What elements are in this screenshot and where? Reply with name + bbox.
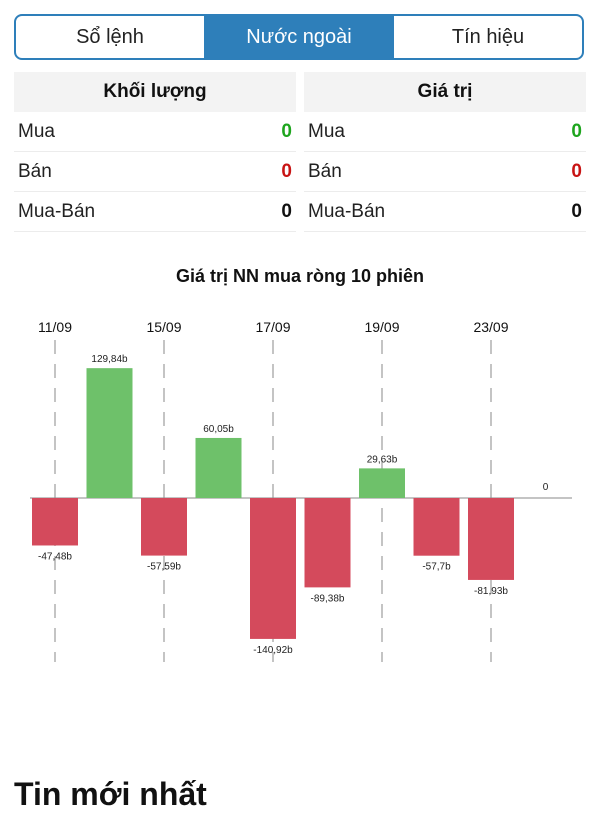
chart-title: Giá trị NN mua ròng 10 phiên [175, 266, 425, 286]
bar-value-label: 0 [543, 482, 549, 493]
volume-table: Khối lượng Mua 0 Bán 0 Mua-Bán 0 [14, 72, 296, 232]
volume-net-row: Mua-Bán 0 [14, 192, 296, 232]
bar [141, 498, 187, 556]
bar-value-label: -47,48b [38, 551, 72, 562]
volume-sell-value: 0 [281, 160, 292, 182]
x-tick-label: 19/09 [364, 319, 399, 335]
value-sell-row: Bán 0 [304, 152, 586, 192]
net-foreign-buy-chart: 11/09 15/09 17/09 19/09 23/09 -47,48b 129,84b -… [30, 319, 572, 662]
bar [304, 498, 351, 588]
bar [195, 437, 242, 498]
volume-buy-value: 0 [281, 120, 292, 142]
bar [32, 498, 78, 546]
value-sell-label: Bán [308, 160, 342, 182]
value-net-row: Mua-Bán 0 [304, 192, 586, 232]
x-tick-label: 23/09 [473, 319, 508, 335]
bar [250, 498, 296, 639]
bar-value-label: -57,7b [422, 562, 451, 573]
bar-value-label: 60,05b [203, 424, 234, 435]
tab-signals[interactable]: Tín hiệu [451, 25, 525, 48]
foreign-trade-tables: Khối lượng Mua 0 Bán 0 Mua-Bán 0 Giá trị… [14, 72, 586, 232]
value-sell-value: 0 [571, 160, 582, 182]
value-buy-row: Mua 0 [304, 112, 586, 152]
bar [86, 368, 133, 498]
volume-net-value: 0 [281, 200, 292, 222]
bar-value-label: -89,38b [311, 593, 345, 604]
bar [359, 468, 405, 498]
value-table-header: Giá trị [304, 72, 586, 112]
volume-buy-label: Mua [18, 120, 55, 142]
bar [468, 498, 514, 580]
value-net-value: 0 [571, 200, 582, 222]
volume-sell-row: Bán 0 [14, 152, 296, 192]
bar-value-label: -140,92b [253, 645, 293, 656]
volume-table-header: Khối lượng [14, 72, 296, 112]
value-buy-value: 0 [571, 120, 582, 142]
latest-news-title: Tin mới nhất [14, 776, 207, 812]
tab-foreign[interactable]: Nước ngoài [205, 16, 394, 58]
tab-bar: Sổ lệnh Nước ngoài Tín hiệu [14, 14, 584, 60]
bar [413, 498, 460, 556]
bar-value-label: -81,93b [474, 586, 508, 597]
x-tick-label: 11/09 [38, 319, 72, 335]
x-tick-label: 15/09 [146, 319, 181, 335]
value-table: Giá trị Mua 0 Bán 0 Mua-Bán 0 [304, 72, 586, 232]
x-tick-label: 17/09 [255, 319, 290, 335]
tab-order-book[interactable]: Sổ lệnh [16, 16, 205, 58]
volume-buy-row: Mua 0 [14, 112, 296, 152]
bar-value-label: 29,63b [367, 454, 398, 465]
value-net-label: Mua-Bán [308, 200, 386, 222]
volume-net-label: Mua-Bán [18, 200, 96, 222]
value-buy-label: Mua [308, 120, 345, 142]
bar-value-label: -57,59b [147, 562, 181, 573]
volume-sell-label: Bán [18, 160, 52, 182]
bar-value-label: 129,84b [91, 354, 128, 365]
